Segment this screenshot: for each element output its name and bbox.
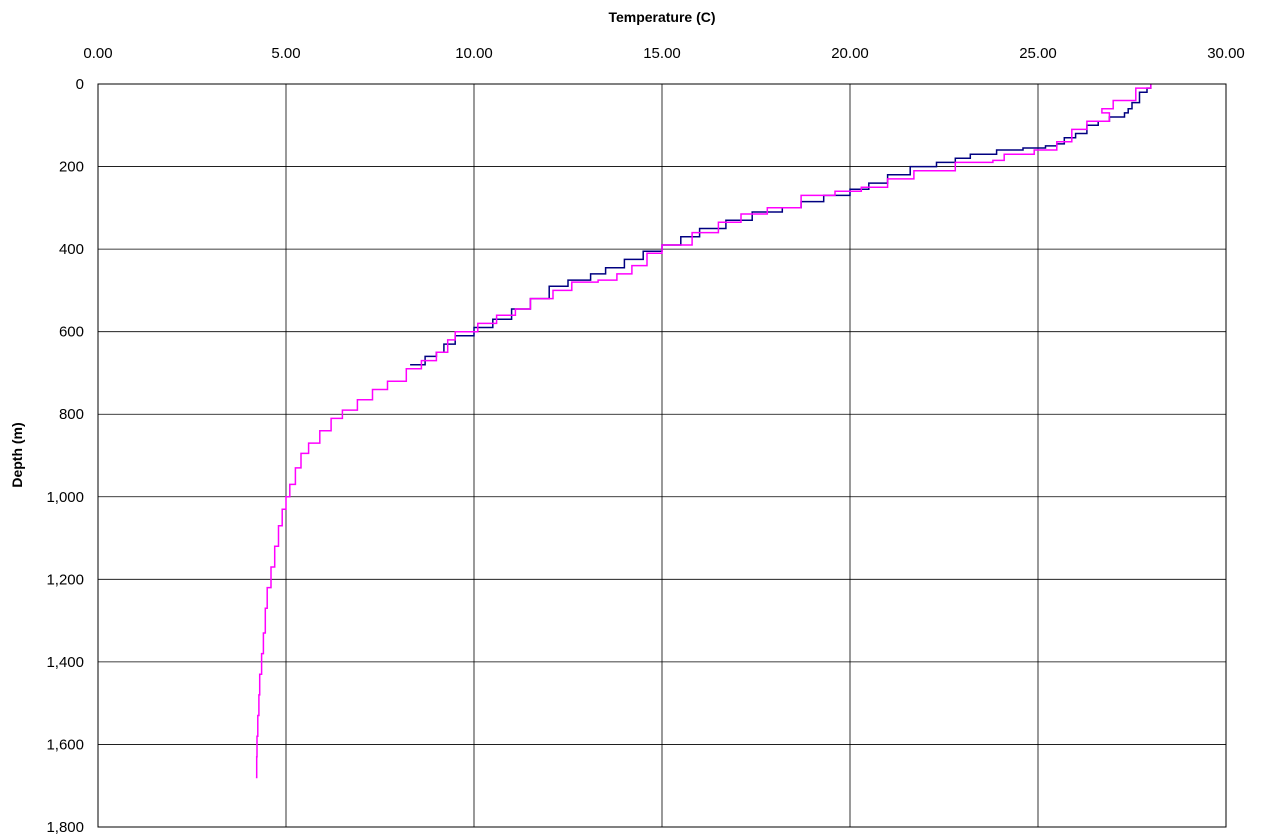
x-tick-label: 0.00 — [83, 45, 112, 62]
x-tick-label: 20.00 — [831, 45, 869, 62]
y-tick-label: 200 — [59, 159, 84, 176]
y-tick-label: 0 — [76, 76, 84, 93]
x-tick-label: 25.00 — [1019, 45, 1057, 62]
y-tick-label: 400 — [59, 241, 84, 258]
y-axis-title: Depth (m) — [9, 422, 25, 487]
y-tick-label: 600 — [59, 324, 84, 341]
y-tick-label: 800 — [59, 406, 84, 423]
series-line-2 — [255, 84, 1152, 779]
series-layer — [255, 84, 1152, 779]
x-tick-label: 15.00 — [643, 45, 681, 62]
x-tick-label: 10.00 — [455, 45, 493, 62]
y-tick-label: 1,600 — [46, 736, 84, 753]
y-tick-label: 1,800 — [46, 819, 84, 836]
y-tick-labels: 0 200 400 600 800 1,000 1,200 1,400 1,600 1,800 — [46, 76, 84, 836]
x-tick-labels: 0.00 5.00 10.00 15.00 20.00 25.00 30.00 — [83, 45, 1244, 62]
x-tick-label: 5.00 — [271, 45, 300, 62]
gridlines — [98, 84, 1226, 827]
x-tick-label: 30.00 — [1207, 45, 1245, 62]
x-axis-title: Temperature (C) — [608, 9, 715, 25]
y-tick-label: 1,000 — [46, 489, 84, 506]
plot-area-border — [97, 83, 1227, 828]
y-tick-label: 1,200 — [46, 571, 84, 588]
y-tick-label: 1,400 — [46, 654, 84, 671]
